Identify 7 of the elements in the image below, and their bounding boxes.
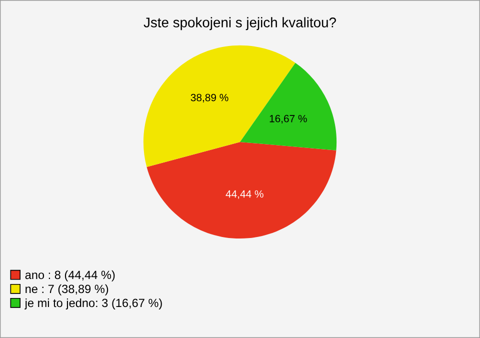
legend-label: ne : 7 (38,89 %) xyxy=(26,284,108,296)
legend-label: je mi to jedno: 3 (16,67 %) xyxy=(24,298,162,310)
data-label: 44,44 % xyxy=(226,190,264,199)
legend-label: ano : 8 (44,44 %) xyxy=(25,270,115,282)
chart-title: Jste spokojeni s jejich kvalitou? xyxy=(144,17,336,30)
data-label: 16,67 % xyxy=(270,114,307,124)
data-label: 38,89 % xyxy=(190,94,228,102)
